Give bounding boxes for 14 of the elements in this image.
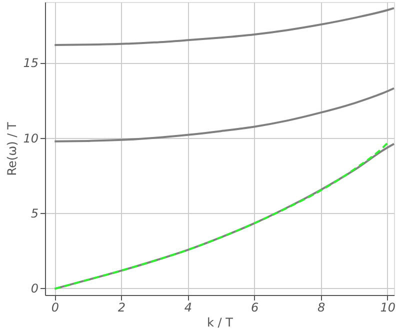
x-tick-label: 4 bbox=[184, 300, 192, 314]
x-tick-label: 0 bbox=[51, 300, 60, 314]
line-series bbox=[54, 87, 395, 142]
x-axis-title: k / T bbox=[207, 316, 234, 330]
y-tick-label: 15 bbox=[23, 56, 38, 70]
y-tick-label: 10 bbox=[23, 131, 39, 146]
x-tick-label: 2 bbox=[118, 300, 126, 314]
y-tick-label: 0 bbox=[30, 282, 39, 296]
x-tick-label: 6 bbox=[250, 300, 259, 314]
x-tick-label: 10 bbox=[380, 300, 396, 314]
x-tick-label: 8 bbox=[317, 300, 326, 314]
y-axis-title: Re(ω) / T bbox=[5, 122, 20, 176]
line-series bbox=[54, 7, 395, 46]
y-tick-label: 5 bbox=[30, 206, 38, 220]
